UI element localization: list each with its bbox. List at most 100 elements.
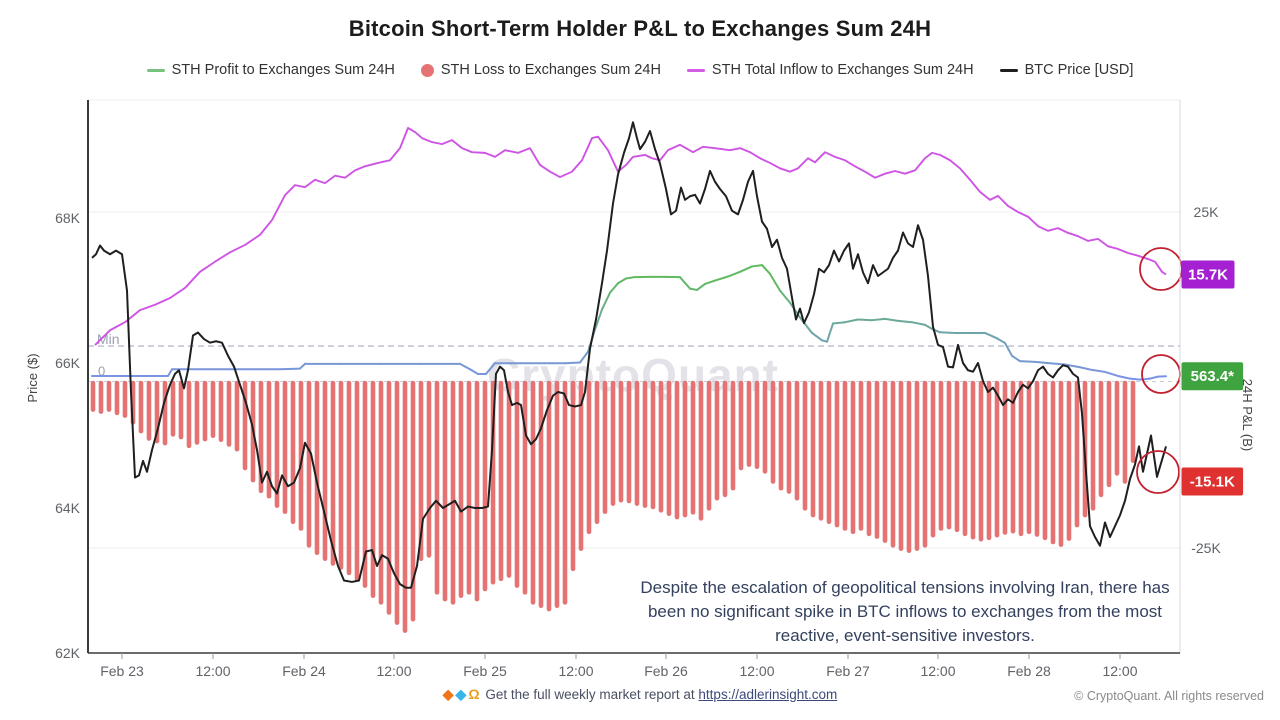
profit-end-badge: 563.4* [1191, 368, 1235, 385]
profit-line-segment [564, 361, 581, 365]
profit-line-segment [704, 279, 716, 285]
price-tick-label: 62K [55, 645, 81, 661]
profit-line-segment [1129, 377, 1141, 381]
profit-line-segment [924, 323, 933, 330]
inflow-end-badge-bg [1181, 260, 1235, 289]
profit-line-segment [714, 275, 729, 282]
profit-line-segment [779, 289, 791, 304]
profit-line-segment [1091, 368, 1106, 373]
legend-sth-inflow[interactable]: STH Total Inflow to Exchanges Sum 24H [686, 62, 974, 78]
profit-line-segment [996, 337, 1006, 345]
loss-end-badge-bg [1181, 467, 1244, 496]
profit-line-segment [769, 272, 781, 292]
profit-line-segment [939, 331, 956, 334]
profit-line-segment [799, 316, 813, 334]
footer-report-text: Get the full weekly market report at [485, 687, 695, 702]
price-tick-label: 66K [55, 355, 81, 371]
x-tick-label: Feb 23 [100, 663, 144, 679]
inflow-end-badge: 15.7K [1188, 266, 1228, 283]
zero-line-label: 0 [98, 364, 105, 379]
highlight-circle [1136, 450, 1180, 494]
report-link[interactable]: https://adlerinsight.com [698, 687, 838, 702]
profit-line-segment [696, 282, 706, 291]
profit-line-segment [1104, 370, 1119, 377]
gem-icon: ◆ [455, 686, 467, 702]
profit-line-segment [761, 264, 771, 275]
loss-end-badge: -15.1K [1190, 473, 1235, 490]
legend-sth-loss[interactable]: STH Loss to Exchanges Sum 24H [420, 62, 661, 78]
x-tick-label: Feb 28 [1007, 663, 1051, 679]
profit-line-segment [459, 362, 471, 371]
legend-btc-price-label: BTC Price [USD] [1024, 62, 1134, 78]
profit-line-segment [1011, 354, 1021, 363]
profit-line-segment [679, 276, 691, 290]
legend-sth-loss-marker-icon [420, 63, 434, 77]
profit-line-segment [739, 265, 753, 273]
profit-line-segment [911, 321, 926, 326]
profit-line-segment [826, 322, 834, 343]
magnet-icon: Ω [468, 686, 480, 702]
legend-sth-profit-marker-icon [146, 68, 165, 72]
watermark-text: CryptoQuant [487, 349, 779, 401]
chart-title: Bitcoin Short-Term Holder P&L to Exchang… [348, 16, 932, 41]
profit-line-segment [167, 368, 173, 377]
x-tick-label: 12:00 [920, 663, 955, 679]
profit-end-badge-bg [1181, 362, 1244, 391]
chart-annotation-text: Despite the escalation of geopolitical t… [640, 578, 1170, 646]
pnl-tick-label: 25K [1194, 204, 1220, 220]
profit-line-segment [884, 317, 899, 322]
footer-icons: ◆ ◆ Ω [443, 686, 482, 702]
inflow-line [94, 127, 1167, 346]
pnl-axis-title: 24H P&L (B) [1240, 379, 1255, 452]
pnl-tick-label: -25K [1191, 540, 1221, 556]
profit-line-segment [469, 368, 479, 375]
copyright-text: © CryptoQuant. All rights reserved [1074, 689, 1264, 703]
price-axis-title: Price ($) [25, 353, 40, 402]
btc-price-line [91, 121, 1167, 589]
legend-sth-profit[interactable]: STH Profit to Exchanges Sum 24H [146, 62, 395, 78]
x-tick-label: 12:00 [1102, 663, 1137, 679]
profit-line-segment [594, 308, 603, 331]
profit-line-segment [857, 318, 873, 322]
legend-sth-inflow-label: STH Total Inflow to Exchanges Sum 24H [711, 62, 974, 78]
x-tick-label: 12:00 [739, 663, 774, 679]
profit-line-segment [617, 277, 627, 285]
profit-line-segment [625, 276, 635, 280]
profit-line-segment [811, 331, 823, 342]
legend-sth-profit-label: STH Profit to Exchanges Sum 24H [171, 62, 395, 78]
x-tick-label: 12:00 [195, 663, 230, 679]
profit-line-segment [601, 291, 611, 311]
footer-report-line: ◆ ◆ Ω Get the full weekly market report at… [0, 686, 1280, 703]
profit-line-segment [1019, 360, 1036, 363]
profit-line-segment [1004, 342, 1013, 357]
profit-line-segment [844, 318, 859, 324]
profit-line-segment [609, 282, 619, 294]
profit-line-segment [279, 367, 301, 371]
profit-line-segment [1149, 375, 1159, 380]
legend-sth-loss-label: STH Loss to Exchanges Sum 24H [440, 62, 661, 78]
x-tick-label: 12:00 [376, 663, 411, 679]
profit-line-segment [832, 321, 846, 325]
profit-line-segment [485, 362, 496, 375]
min-line-label: Min [97, 331, 120, 347]
highlight-circle [1141, 354, 1181, 394]
profit-line-segment [689, 287, 698, 291]
profit-line-segment [1064, 363, 1081, 369]
profit-line-segment [984, 331, 998, 340]
price-tick-label: 68K [55, 210, 81, 226]
profit-line-segment [871, 317, 886, 322]
legend-btc-price-marker-icon [999, 68, 1018, 72]
x-tick-label: Feb 27 [826, 663, 870, 679]
legend-btc-price[interactable]: BTC Price [USD] [999, 62, 1134, 78]
profit-line-segment [299, 362, 306, 370]
profit-line-segment [1117, 374, 1131, 380]
profit-line-segment [751, 264, 763, 268]
x-tick-label: Feb 24 [282, 663, 326, 679]
profit-line-segment [1079, 366, 1093, 371]
profit-line-segment [727, 270, 741, 278]
chart-legend: STH Profit to Exchanges Sum 24H STH Loss … [0, 62, 1280, 78]
profit-line-segment [1139, 377, 1151, 381]
